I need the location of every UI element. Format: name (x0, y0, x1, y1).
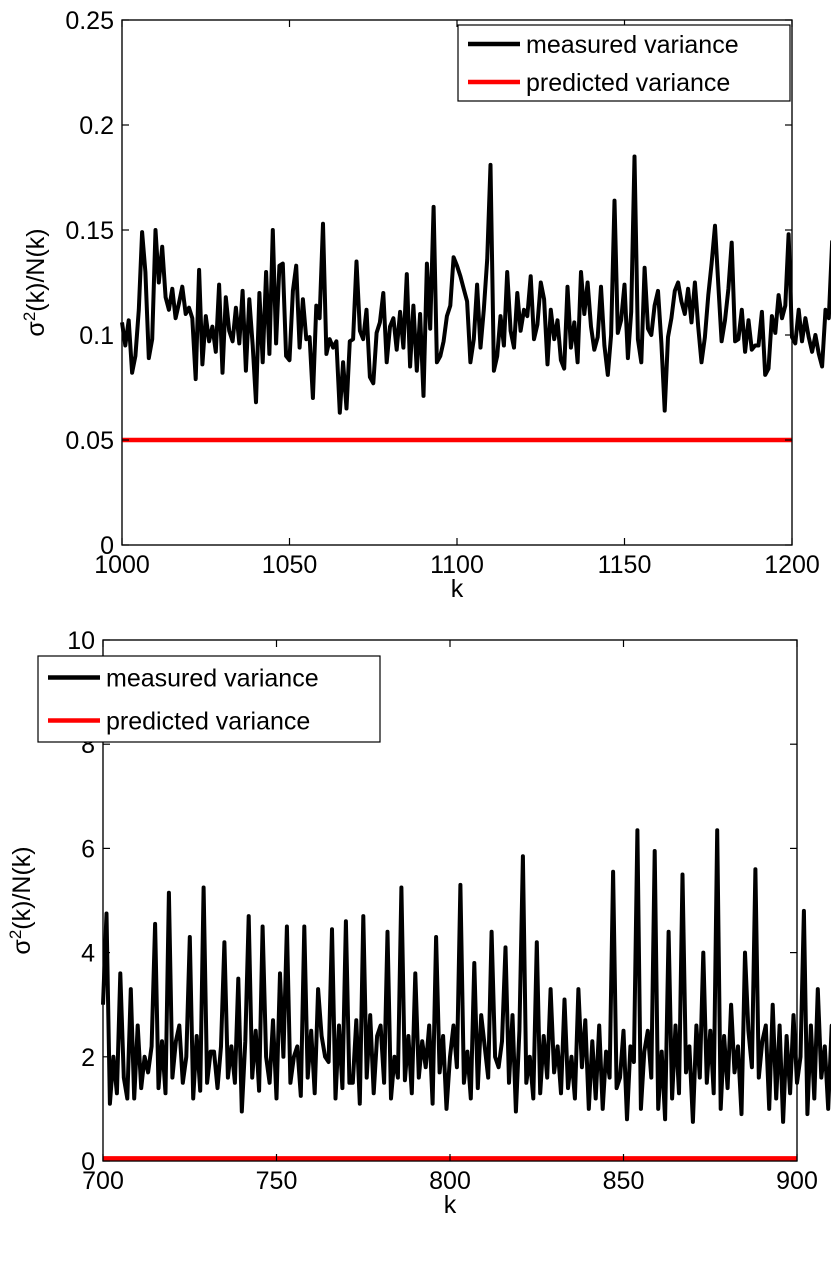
plot-area (121, 19, 793, 546)
x-tick-label: 700 (82, 1167, 124, 1195)
x-tick-label: 750 (256, 1167, 298, 1195)
legend-label: predicted variance (526, 69, 730, 97)
legend-box (37, 655, 381, 743)
y-tick-label: 0 (81, 1148, 95, 1176)
y-tick-label: 0.2 (79, 112, 114, 140)
x-tick-label: 1000 (94, 551, 150, 579)
x-tick-label: 850 (603, 1167, 645, 1195)
y-tick-label: 2 (81, 1044, 95, 1072)
y-axis-label: σ2(k)/N(k) (20, 228, 51, 336)
x-tick-label: 800 (429, 1167, 471, 1195)
series-line-measured (120, 154, 831, 415)
chart-1: 1000 1050 1100 1150 1200 0 0.05 0.1 0.15 0.2 0.25 k… (20, 7, 831, 603)
y-axis-label: σ2(k)/N(k) (6, 846, 37, 954)
y-tick-label: 0 (100, 532, 114, 560)
legend-label: measured variance (106, 665, 319, 693)
y-tick-label: 6 (81, 835, 95, 863)
x-tick-label: 1050 (262, 551, 318, 579)
legend-box (457, 24, 791, 102)
chart-2: 700 750 800 850 9000246810kσ2(k)/N(k)measure… (6, 627, 831, 1219)
y-tick-label: 0.05 (65, 427, 114, 455)
x-tick-label: 1200 (764, 551, 820, 579)
x-axis-label: k (451, 575, 464, 603)
x-axis-label: k (444, 1191, 457, 1219)
legend-label: predicted variance (106, 708, 310, 736)
y-tick-label: 0.15 (65, 217, 114, 245)
y-tick-label: 4 (81, 940, 95, 968)
x-tick-label: 1150 (598, 551, 652, 579)
y-tick-label: 10 (67, 627, 95, 655)
legend-label: measured variance (526, 31, 739, 59)
series-line-measured (101, 828, 831, 1124)
x-tick-label: 1100 (430, 551, 484, 579)
x-tick-label: 900 (776, 1167, 818, 1195)
y-tick-label: 0.25 (65, 7, 114, 35)
y-tick-label: 0.1 (79, 322, 114, 350)
